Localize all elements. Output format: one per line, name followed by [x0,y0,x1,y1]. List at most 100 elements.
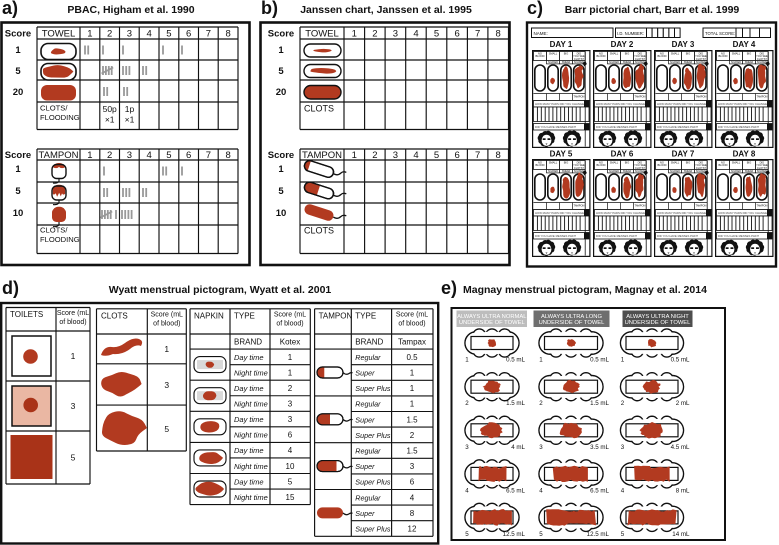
svg-text:ALWAYS ULTRA NORMAL: ALWAYS ULTRA NORMAL [457,314,527,320]
svg-text:3: 3 [465,444,469,451]
svg-text:CLOTS?: CLOTS? [757,166,768,170]
svg-text:NO: NO [660,52,664,56]
svg-text:5: 5 [166,29,171,40]
svg-text:Night time: Night time [234,493,268,502]
svg-text:6: 6 [186,29,191,40]
svg-text:SOAKED: SOAKED [696,61,706,64]
svg-text:2: 2 [288,384,293,393]
svg-text:HOW MANY PADS DID YOU CHANGE?: HOW MANY PADS DID YOU CHANGE? [657,102,708,106]
svg-text:10: 10 [276,208,287,219]
svg-text:Score: Score [268,29,294,40]
svg-text:SOAKED: SOAKED [548,170,558,173]
svg-text:5: 5 [434,150,439,161]
svg-text:5: 5 [621,531,625,538]
svg-text:Regular: Regular [355,353,381,362]
svg-text:SOAKED: SOAKED [574,61,584,64]
svg-text:NO: NO [538,161,542,165]
svg-text:1: 1 [410,400,415,409]
svg-text:FLOODING: FLOODING [40,113,80,122]
svg-text:8: 8 [496,29,501,40]
svg-text:Night time: Night time [234,400,268,409]
svg-text:SMALL: SMALL [732,161,741,165]
svg-text:of blood): of blood) [59,319,86,326]
svg-text:ALWAYS ULTRA LONG: ALWAYS ULTRA LONG [541,314,602,320]
svg-text:6: 6 [454,150,459,161]
svg-text:CLOTS/: CLOTS/ [40,226,68,235]
svg-text:4 mL: 4 mL [511,444,525,451]
svg-text:SOAKED: SOAKED [757,170,767,173]
svg-text:TAMPON: TAMPON [634,95,645,99]
svg-text:ALWAYS ULTRA NIGHT: ALWAYS ULTRA NIGHT [626,314,689,320]
svg-text:BIG: BIG [747,161,751,165]
svg-text:HOW MANY PADS DID YOU CHANGE?: HOW MANY PADS DID YOU CHANGE? [718,102,769,106]
svg-text:Super Plus: Super Plus [355,431,391,440]
svg-text:HOW MANY PADS DID YOU CHANGE?: HOW MANY PADS DID YOU CHANGE? [535,211,586,215]
svg-text:4: 4 [621,487,625,494]
svg-text:TOWEL: TOWEL [305,29,339,40]
svg-text:5: 5 [278,186,284,197]
svg-text:SMEAR: SMEAR [684,170,693,173]
svg-text:DID YOU HAVE MENSES PAIN?: DID YOU HAVE MENSES PAIN? [596,125,637,129]
svg-text:5: 5 [15,66,21,77]
svg-text:YOU SEE: YOU SEE [756,54,768,58]
svg-text:2: 2 [107,29,112,40]
svg-text:DID: DID [577,52,582,56]
svg-text:2 mL: 2 mL [676,400,690,407]
svg-text:4: 4 [147,29,152,40]
svg-text:7: 7 [475,150,480,161]
svg-text:Night time: Night time [234,431,268,440]
svg-text:SOAKED: SOAKED [696,170,706,173]
svg-text:DAY 5: DAY 5 [550,150,573,159]
svg-text:NAME:: NAME: [534,31,548,36]
svg-text:Score: Score [5,150,31,161]
svg-text:DID YOU HAVE MENSES PAIN?: DID YOU HAVE MENSES PAIN? [535,234,576,238]
svg-text:YOU SEE: YOU SEE [573,163,585,167]
svg-text:NO: NO [660,161,664,165]
svg-text:DID YOU HAVE MENSES PAIN?: DID YOU HAVE MENSES PAIN? [718,125,759,129]
svg-text:BLOOD: BLOOD [535,163,544,167]
svg-text:DAY 1: DAY 1 [550,40,573,49]
svg-text:SOAKED: SOAKED [670,61,680,64]
svg-text:Tampax: Tampax [398,338,426,347]
svg-text:1.5 mL: 1.5 mL [590,400,609,407]
svg-text:I.D. NUMBER:: I.D. NUMBER: [617,31,644,36]
svg-text:Score (mL: Score (mL [57,310,89,317]
svg-text:3: 3 [288,400,293,409]
svg-text:BLOOD: BLOOD [596,54,605,58]
svg-text:Night time: Night time [234,368,268,377]
svg-text:1: 1 [465,357,469,364]
svg-text:5: 5 [15,186,21,197]
svg-text:FLOODING: FLOODING [40,235,80,244]
svg-text:DID: DID [760,161,765,165]
svg-text:1: 1 [539,357,543,364]
svg-text:BIG: BIG [625,52,629,56]
svg-text:of blood): of blood) [153,321,180,328]
svg-text:6: 6 [410,478,415,487]
svg-text:4: 4 [413,29,418,40]
svg-text:5: 5 [465,531,469,538]
svg-text:0.5 mL: 0.5 mL [506,357,525,364]
svg-text:12.5 mL: 12.5 mL [503,531,526,538]
svg-text:3: 3 [393,29,398,40]
svg-text:UNDERSIDE OF TOWEL: UNDERSIDE OF TOWEL [539,320,606,326]
svg-text:2: 2 [410,431,415,440]
svg-text:Regular: Regular [355,493,381,502]
svg-text:1: 1 [410,369,415,378]
svg-text:3: 3 [71,401,76,411]
svg-text:TAMPON: TAMPON [756,204,767,208]
svg-text:HOW MANY PADS DID YOU CHANGE?: HOW MANY PADS DID YOU CHANGE? [718,211,769,215]
svg-text:Day time: Day time [234,446,264,455]
svg-text:Super: Super [355,415,375,424]
svg-text:UNDERSIDE OF TOWEL: UNDERSIDE OF TOWEL [625,320,692,326]
svg-text:1: 1 [87,29,92,40]
svg-text:YOU SEE: YOU SEE [756,163,768,167]
svg-text:6.5 mL: 6.5 mL [506,487,525,494]
svg-text:7: 7 [206,29,211,40]
svg-text:5: 5 [288,477,293,486]
svg-text:DID YOU HAVE MENSES PAIN?: DID YOU HAVE MENSES PAIN? [718,234,759,238]
svg-text:2: 2 [372,29,377,40]
svg-text:TAMPON: TAMPON [302,150,342,161]
svg-text:15: 15 [286,493,295,502]
svg-text:5: 5 [434,29,439,40]
svg-text:HOW MANY PADS DID YOU CHANGE?: HOW MANY PADS DID YOU CHANGE? [596,102,647,106]
